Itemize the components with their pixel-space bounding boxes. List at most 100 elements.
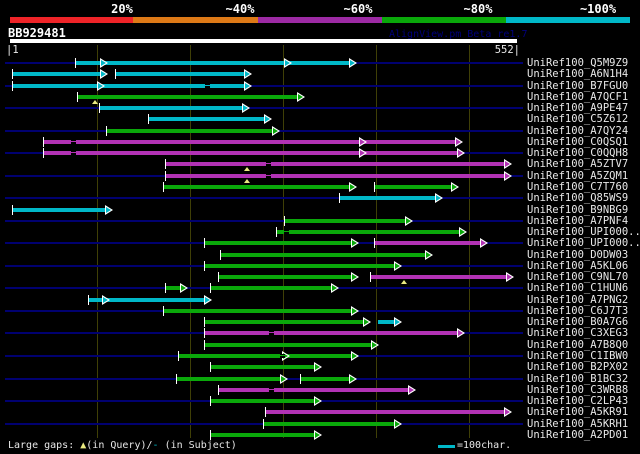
alignment-bar[interactable] — [12, 72, 101, 76]
segment-start-tick — [165, 171, 166, 181]
row-label[interactable]: UniRef100_A7B8Q0 — [527, 339, 629, 351]
row-label[interactable]: UniRef100_A2PD01 — [527, 429, 629, 441]
segment-arrow-fill-icon — [283, 353, 288, 359]
alignment-bar[interactable] — [204, 241, 352, 245]
segment-start-tick — [75, 58, 76, 68]
subject-gap-marker — [269, 331, 274, 335]
row-label[interactable]: UniRef100_C0QQH8 — [527, 147, 629, 159]
alignment-bar[interactable] — [204, 331, 458, 335]
alignment-bar[interactable] — [265, 410, 505, 414]
alignment-bar[interactable] — [210, 399, 315, 403]
alignment-bar[interactable] — [43, 140, 456, 144]
row-label[interactable]: UniRef100_C0QSQ1 — [527, 136, 629, 148]
row-label[interactable]: UniRef100_C3XEG3 — [527, 327, 629, 339]
alignment-bar[interactable] — [284, 219, 406, 223]
alignment-bar[interactable] — [339, 196, 436, 200]
segment-start-tick — [99, 103, 100, 113]
segment-arrow-fill-icon — [315, 432, 320, 438]
row-label[interactable]: UniRef100_C1HUN6 — [527, 282, 629, 294]
row-label[interactable]: UniRef100_C9NL70 — [527, 271, 629, 283]
row-label[interactable]: UniRef100_B2PX02 — [527, 361, 629, 373]
subject-gap-marker-line — [266, 163, 271, 164]
alignment-bar[interactable] — [88, 298, 205, 302]
alignment-bar[interactable] — [163, 309, 352, 313]
query-gap-marker — [92, 100, 98, 104]
alignment-bar[interactable] — [165, 174, 505, 178]
row-label[interactable]: UniRef100_A7PNF4 — [527, 215, 629, 227]
subject-gap-marker — [269, 388, 274, 392]
alignment-bar[interactable] — [210, 286, 332, 290]
alignment-bar[interactable] — [165, 286, 181, 290]
row-label[interactable]: UniRef100_A7QCF1 — [527, 91, 629, 103]
alignment-bar[interactable] — [204, 320, 364, 324]
identity-scale-label: ~60% — [343, 2, 373, 16]
segment-arrow-fill-icon — [101, 60, 106, 66]
segment-start-tick — [176, 374, 177, 384]
row-label[interactable]: UniRef100_A5KL06 — [527, 260, 629, 272]
alignment-bar[interactable] — [77, 95, 298, 99]
subject-gap-marker-line — [284, 231, 289, 232]
row-label[interactable]: UniRef100_A7PNG2 — [527, 294, 629, 306]
segment-arrow-fill-icon — [505, 409, 510, 415]
alignment-bar[interactable] — [163, 185, 350, 189]
alignment-bar[interactable] — [115, 72, 245, 76]
alignment-bar[interactable] — [300, 377, 350, 381]
alignment-bar[interactable] — [218, 388, 409, 392]
alignment-bar[interactable] — [75, 61, 350, 65]
row-label[interactable]: UniRef100_A6N1H4 — [527, 68, 629, 80]
segment-arrow-fill-icon — [273, 128, 278, 134]
alignment-bar[interactable] — [204, 343, 372, 347]
segment-start-tick — [300, 374, 301, 384]
alignment-bar[interactable] — [220, 253, 426, 257]
alignment-bar[interactable] — [43, 151, 458, 155]
alignment-bar[interactable] — [374, 185, 452, 189]
segment-start-tick — [370, 272, 371, 282]
row-label[interactable]: UniRef100_A5ZQM1 — [527, 170, 629, 182]
row-label[interactable]: UniRef100_Q5M9Z9 — [527, 57, 629, 69]
row-label[interactable]: UniRef100_A9PE47 — [527, 102, 629, 114]
segment-arrow-fill-icon — [103, 297, 108, 303]
row-label[interactable]: UniRef100_UPI000.. — [527, 237, 640, 249]
alignment-bar[interactable] — [378, 320, 395, 324]
row-label[interactable]: UniRef100_UPI000.. — [527, 226, 640, 238]
row-label[interactable]: UniRef100_C1IBW0 — [527, 350, 629, 362]
alignment-bar[interactable] — [210, 433, 315, 437]
row-label[interactable]: UniRef100_C6J7T3 — [527, 305, 629, 317]
alignment-bar[interactable] — [165, 162, 505, 166]
alignment-bar[interactable] — [176, 377, 281, 381]
row-label[interactable]: UniRef100_B7FGU0 — [527, 80, 629, 92]
row-label[interactable]: UniRef100_B9NBG9 — [527, 204, 629, 216]
row-label[interactable]: UniRef100_B0A7G6 — [527, 316, 629, 328]
alignment-bar[interactable] — [263, 422, 395, 426]
alignment-bar[interactable] — [12, 84, 245, 88]
row-label[interactable]: UniRef100_A5ZTV7 — [527, 158, 629, 170]
row-label[interactable]: UniRef100_C7T760 — [527, 181, 629, 193]
alignment-bar[interactable] — [374, 241, 481, 245]
alignment-bar[interactable] — [218, 275, 352, 279]
segment-arrow-fill-icon — [395, 319, 400, 325]
alignment-bar[interactable] — [12, 208, 106, 212]
row-label[interactable]: UniRef100_A7QY24 — [527, 125, 629, 137]
alignment-bar[interactable] — [210, 365, 315, 369]
alignment-bar[interactable] — [106, 129, 273, 133]
row-label[interactable]: UniRef100_C3WRB8 — [527, 384, 629, 396]
row-label[interactable]: UniRef100_C2LP43 — [527, 395, 629, 407]
segment-arrow-fill-icon — [98, 83, 103, 89]
row-label[interactable]: UniRef100_B1BC32 — [527, 373, 629, 385]
alignment-bar[interactable] — [148, 117, 265, 121]
alignment-bar[interactable] — [370, 275, 507, 279]
segment-arrow-fill-icon — [265, 116, 270, 122]
alignment-bar[interactable] — [178, 354, 352, 358]
segment-start-tick — [165, 159, 166, 169]
segment-arrow-fill-icon — [426, 252, 431, 258]
row-label[interactable]: UniRef100_A5KRH1 — [527, 418, 629, 430]
alignment-bar[interactable] — [99, 106, 243, 110]
segment-arrow-fill-icon — [436, 195, 441, 201]
segment-arrow-fill-icon — [315, 364, 320, 370]
row-label[interactable]: UniRef100_C5Z612 — [527, 113, 629, 125]
row-label[interactable]: UniRef100_A5KR91 — [527, 406, 629, 418]
row-label[interactable]: UniRef100_Q85WS9 — [527, 192, 629, 204]
alignment-bar[interactable] — [276, 230, 460, 234]
alignment-bar[interactable] — [204, 264, 395, 268]
row-label[interactable]: UniRef100_D0DW03 — [527, 249, 629, 261]
